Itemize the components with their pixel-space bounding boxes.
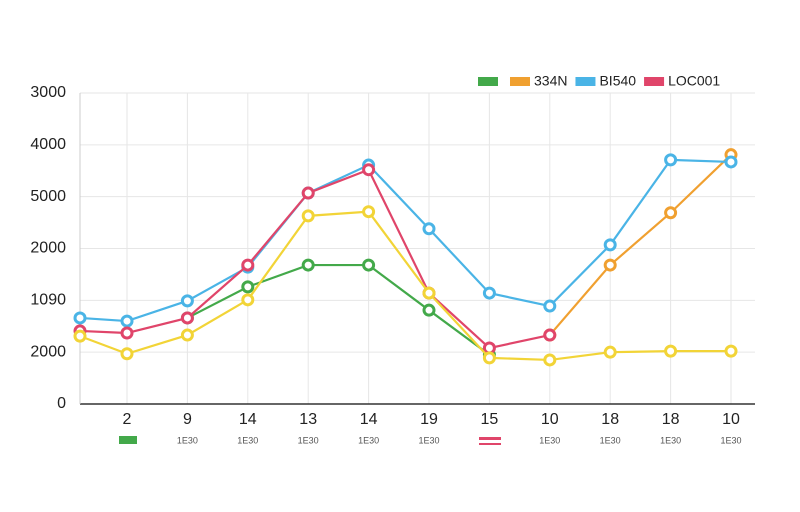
series-line xyxy=(186,263,491,356)
x-sublabel: 1E30 xyxy=(539,435,560,445)
legend-swatch xyxy=(575,77,596,86)
point xyxy=(362,163,376,177)
point xyxy=(362,205,376,219)
legend-label: LOC001 xyxy=(668,73,720,89)
point xyxy=(724,344,738,358)
point xyxy=(180,311,194,325)
point xyxy=(422,286,436,300)
point xyxy=(724,155,738,169)
legend-label: BI540 xyxy=(599,73,636,89)
sub-swatch xyxy=(479,443,501,445)
point xyxy=(422,222,436,236)
series-line xyxy=(79,158,732,323)
x-tick-label: 14 xyxy=(360,411,378,428)
point xyxy=(362,258,376,272)
point xyxy=(664,206,678,220)
point xyxy=(543,353,557,367)
x-tick-label: 19 xyxy=(420,411,438,428)
x-tick-label: 10 xyxy=(541,411,559,428)
y-tick-label: 0 xyxy=(57,395,66,412)
x-tick-label: 2 xyxy=(123,411,132,428)
x-sublabel: 1E30 xyxy=(177,435,198,445)
x-tick-label: 10 xyxy=(722,411,740,428)
point xyxy=(603,345,617,359)
x-tick-label: 14 xyxy=(239,411,257,428)
x-tick-label: 15 xyxy=(481,411,499,428)
point xyxy=(241,258,255,272)
point xyxy=(664,153,678,167)
x-sublabel: 1E30 xyxy=(600,435,621,445)
legend-swatch xyxy=(478,77,498,86)
y-tick-label: 2000 xyxy=(30,343,66,360)
point xyxy=(603,238,617,252)
point xyxy=(482,351,496,365)
y-tick-label: 4000 xyxy=(30,136,66,153)
point xyxy=(301,186,315,200)
point xyxy=(241,293,255,307)
x-sublabel: 1E30 xyxy=(660,435,681,445)
point xyxy=(482,286,496,300)
point xyxy=(120,326,134,340)
y-tick-label: 3000 xyxy=(30,84,66,101)
point xyxy=(543,328,557,342)
x-sublabel: 1E30 xyxy=(418,435,439,445)
x-tick-label: 9 xyxy=(183,411,192,428)
point xyxy=(301,258,315,272)
x-tick-label: 18 xyxy=(662,411,680,428)
point xyxy=(422,303,436,317)
x-sublabel: 1E30 xyxy=(358,435,379,445)
point xyxy=(241,280,255,294)
x-tick-label: 13 xyxy=(299,411,317,428)
x-tick-label: 18 xyxy=(601,411,619,428)
y-tick-label: 2000 xyxy=(30,240,66,257)
y-tick-label: 5000 xyxy=(30,188,66,205)
sub-swatch xyxy=(479,437,501,440)
x-sublabel: 1E30 xyxy=(720,435,741,445)
point xyxy=(603,258,617,272)
series-line xyxy=(548,153,732,336)
point xyxy=(301,209,315,223)
legend-swatch xyxy=(644,77,665,86)
point xyxy=(180,328,194,342)
legend-swatch xyxy=(510,77,530,86)
point xyxy=(543,299,557,313)
x-sublabel: 1E30 xyxy=(237,435,258,445)
point xyxy=(120,314,134,328)
point xyxy=(180,294,194,308)
point xyxy=(73,311,87,325)
y-tick-label: 1090 xyxy=(30,292,66,309)
point xyxy=(120,347,134,361)
x-sublabel: 1E30 xyxy=(298,435,319,445)
sub-swatch xyxy=(119,436,137,444)
point xyxy=(664,344,678,358)
series-line xyxy=(79,210,731,362)
point xyxy=(73,329,87,343)
legend-label: 334N xyxy=(534,73,567,89)
